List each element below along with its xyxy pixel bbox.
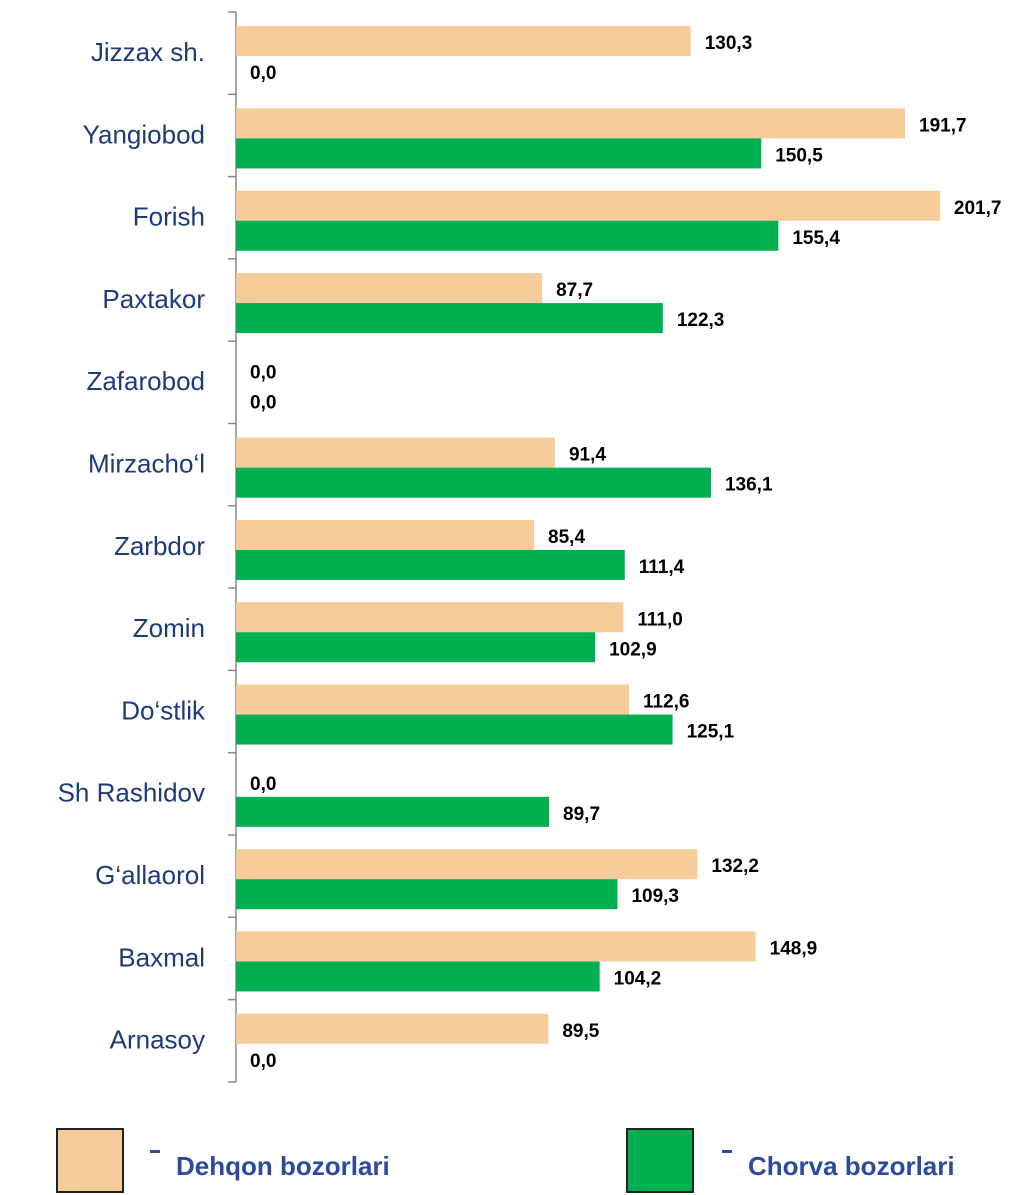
bar: [236, 467, 711, 498]
bar: [236, 796, 550, 827]
legend-label: Chorva bozorlari: [748, 1151, 955, 1181]
value-label: 104,2: [614, 968, 662, 989]
category-label: Baxmal: [118, 942, 205, 972]
value-label: 0,0: [250, 63, 276, 84]
legend-dash: [150, 1150, 160, 1153]
value-label: 191,7: [919, 115, 967, 136]
category-label: Jizzax sh.: [91, 37, 205, 67]
value-label: 87,7: [556, 280, 593, 301]
value-label: 130,3: [705, 33, 753, 54]
category-label: Sh Rashidov: [58, 778, 205, 808]
bar: [236, 714, 673, 745]
value-label: 125,1: [687, 722, 735, 743]
category-label: Forish: [133, 202, 205, 232]
category-label: Mirzacho‘l: [88, 449, 205, 479]
bar: [236, 190, 940, 221]
value-label: 109,3: [631, 886, 679, 907]
value-label: 155,4: [792, 228, 840, 249]
value-label: 102,9: [609, 639, 657, 660]
bar: [236, 632, 596, 663]
value-label: 148,9: [770, 938, 818, 959]
category-label: Zafarobod: [86, 366, 205, 396]
value-label: 122,3: [677, 310, 725, 331]
value-label: 201,7: [954, 198, 1002, 219]
bar: [236, 849, 698, 880]
value-label: 89,7: [563, 804, 600, 825]
category-label: Zomin: [133, 613, 205, 643]
value-label: 150,5: [775, 145, 823, 166]
value-label: 111,0: [637, 609, 682, 630]
category-label: Do‘stlik: [121, 695, 206, 725]
bar: [236, 1013, 549, 1044]
bar: [236, 220, 779, 251]
bar: [236, 549, 625, 580]
value-label: 0,0: [250, 392, 276, 413]
value-label: 91,4: [569, 445, 606, 466]
bar: [236, 961, 600, 992]
value-label: 0,0: [250, 1051, 276, 1072]
bar: [236, 931, 756, 962]
category-label: G‘allaorol: [95, 860, 205, 890]
bar: [236, 273, 543, 304]
value-label: 0,0: [250, 362, 276, 383]
value-label: 85,4: [548, 527, 585, 548]
bar: [236, 879, 618, 910]
bar: [236, 138, 762, 169]
category-label: Paxtakor: [102, 284, 205, 314]
value-label: 0,0: [250, 774, 276, 795]
category-label: Yangiobod: [83, 119, 205, 149]
bar: [236, 437, 555, 468]
bar: [236, 602, 624, 633]
legend-dash: [722, 1150, 732, 1153]
bar: [236, 108, 906, 139]
value-label: 112,6: [643, 692, 690, 713]
bar: [236, 519, 535, 550]
category-label: Zarbdor: [114, 531, 205, 561]
legend-label: Dehqon bozorlari: [176, 1151, 390, 1181]
category-label: Arnasoy: [110, 1025, 205, 1055]
bar: [236, 26, 691, 57]
legend-swatch: [626, 1128, 694, 1193]
legend-swatch: [56, 1128, 124, 1193]
value-label: 111,4: [639, 557, 685, 578]
bar: [236, 684, 629, 715]
value-label: 136,1: [725, 475, 773, 496]
value-label: 89,5: [562, 1021, 599, 1042]
bar: [236, 303, 663, 334]
value-label: 132,2: [711, 856, 759, 877]
